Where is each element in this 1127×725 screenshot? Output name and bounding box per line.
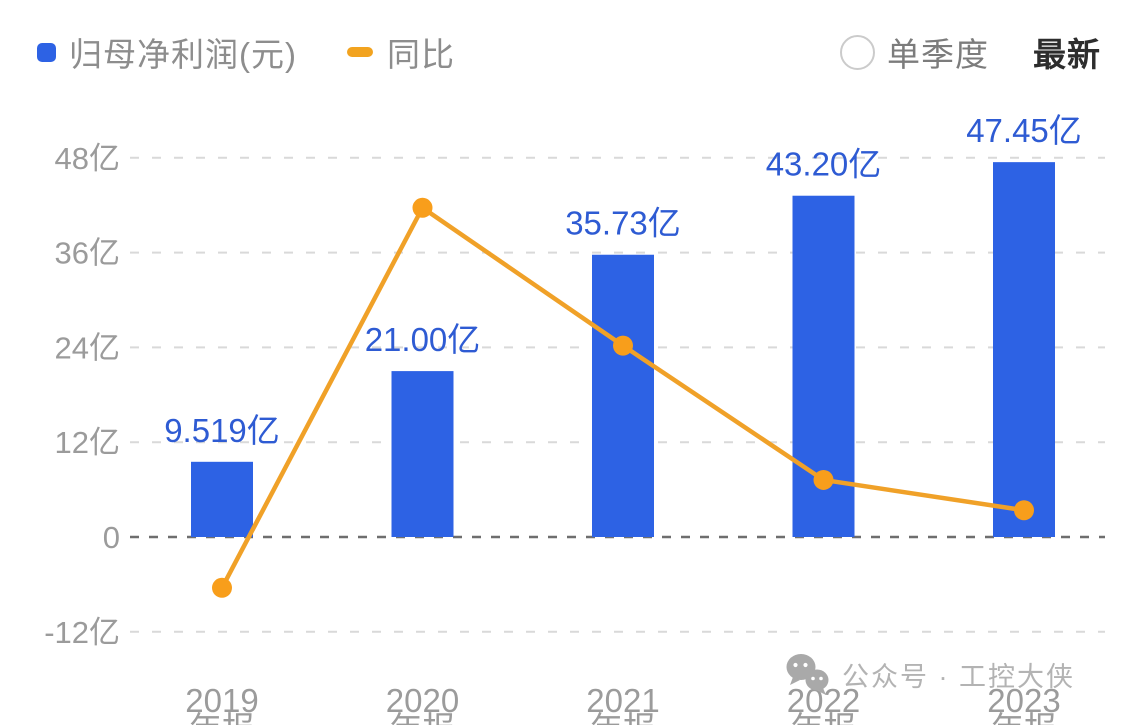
x-axis-sublabel-2021: 年报 [590,710,656,725]
yoy-point-2021[interactable] [613,335,633,356]
net-profit-swatch [37,42,56,62]
y-axis-label: 36亿 [55,236,120,271]
wechat-icon [786,654,829,695]
x-axis-label-2021: 2021 [586,682,659,719]
single-quarter-radio[interactable] [840,34,875,70]
y-axis-label: 0 [103,520,120,555]
x-axis-sublabel-2023: 年报 [991,710,1057,725]
x-axis-sublabel-2020: 年报 [390,710,456,725]
legend-label-net-profit: 归母净利润(元) [69,36,297,73]
watermark: 公众号 · 工控大侠 [784,652,1075,696]
bar-2019[interactable] [191,461,253,537]
yoy-swatch [346,47,373,57]
header-controls: 单季度 最新 [840,28,1101,76]
x-axis-label-2023: 2023 [987,682,1060,719]
bar-value-label-2023: 47.45亿 [966,112,1082,149]
bar-value-label-2021: 35.73亿 [565,205,681,242]
x-axis-label-2020: 2020 [386,682,459,719]
x-axis-sublabel-2019: 年报 [189,710,255,725]
y-axis-label: 48亿 [55,141,120,176]
legend-label-yoy: 同比 [386,36,455,73]
yoy-point-2020[interactable] [412,197,433,218]
bar-2021[interactable] [592,254,654,537]
legend-item-yoy[interactable]: 同比 [297,28,455,76]
yoy-point-2023[interactable] [1014,500,1034,521]
y-axis-label: -12亿 [44,615,120,650]
bar-value-label-2019: 9.519亿 [164,412,280,449]
single-quarter-label[interactable]: 单季度 [887,36,989,73]
bar-value-label-2020: 21.00亿 [365,321,481,358]
legend-item-net-profit[interactable]: 归母净利润(元) [37,28,297,76]
yoy-point-2022[interactable] [813,469,834,490]
x-axis-label-2019: 2019 [185,682,258,719]
y-axis-label: 12亿 [55,425,120,460]
x-axis-sublabel-2022: 年报 [791,710,857,725]
yoy-point-2019[interactable] [212,577,232,598]
bar-2020[interactable] [391,371,454,537]
watermark-text: 公众号 · 工控大侠 [842,661,1075,692]
y-axis-label: 24亿 [55,330,120,365]
legend: 归母净利润(元) 同比 [37,28,455,76]
bar-value-label-2022: 43.20亿 [766,146,882,183]
bar-2023[interactable] [993,162,1055,537]
latest-button[interactable]: 最新 [1033,36,1101,73]
